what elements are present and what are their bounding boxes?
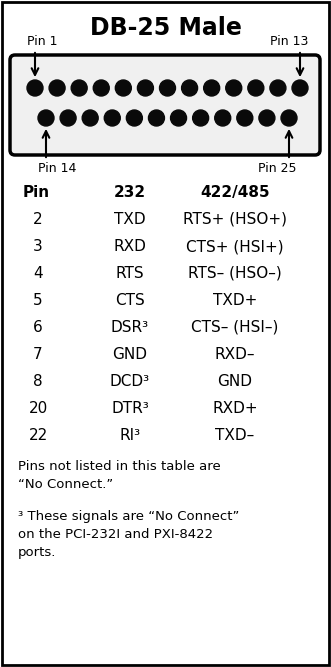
Circle shape <box>137 80 153 96</box>
Text: CTS– (HSI–): CTS– (HSI–) <box>191 320 279 335</box>
Text: 6: 6 <box>33 320 43 335</box>
Text: 22: 22 <box>28 428 48 443</box>
Circle shape <box>204 80 220 96</box>
Text: DB-25 Male: DB-25 Male <box>90 16 241 40</box>
Text: 8: 8 <box>33 374 43 389</box>
Text: RXD+: RXD+ <box>212 401 258 416</box>
Text: CTS+ (HSI+): CTS+ (HSI+) <box>186 239 284 254</box>
Circle shape <box>182 80 198 96</box>
Text: DTR³: DTR³ <box>111 401 149 416</box>
Text: RI³: RI³ <box>119 428 141 443</box>
Text: DCD³: DCD³ <box>110 374 150 389</box>
Circle shape <box>71 80 87 96</box>
Text: 3: 3 <box>33 239 43 254</box>
Text: 20: 20 <box>28 401 48 416</box>
Circle shape <box>149 110 165 126</box>
Circle shape <box>237 110 253 126</box>
Circle shape <box>226 80 242 96</box>
Text: ³ These signals are “No Connect”
on the PCI-232I and PXI-8422
ports.: ³ These signals are “No Connect” on the … <box>18 510 239 559</box>
Text: RTS– (HSO–): RTS– (HSO–) <box>188 266 282 281</box>
Text: GND: GND <box>113 347 148 362</box>
Text: Pins not listed in this table are
“No Connect.”: Pins not listed in this table are “No Co… <box>18 460 221 491</box>
Circle shape <box>215 110 231 126</box>
Text: DSR³: DSR³ <box>111 320 149 335</box>
Text: RXD–: RXD– <box>215 347 255 362</box>
Text: 232: 232 <box>114 185 146 200</box>
Text: RTS+ (HSO+): RTS+ (HSO+) <box>183 212 287 227</box>
Text: GND: GND <box>217 374 253 389</box>
Circle shape <box>281 110 297 126</box>
Text: 422/485: 422/485 <box>200 185 270 200</box>
Circle shape <box>49 80 65 96</box>
Circle shape <box>126 110 142 126</box>
Circle shape <box>193 110 209 126</box>
Text: Pin 25: Pin 25 <box>259 162 297 175</box>
Text: Pin: Pin <box>23 185 50 200</box>
Circle shape <box>115 80 131 96</box>
Text: 5: 5 <box>33 293 43 308</box>
Circle shape <box>248 80 264 96</box>
Circle shape <box>82 110 98 126</box>
Text: TXD–: TXD– <box>215 428 255 443</box>
Circle shape <box>259 110 275 126</box>
Text: CTS: CTS <box>115 293 145 308</box>
Circle shape <box>27 80 43 96</box>
Circle shape <box>104 110 120 126</box>
Text: Pin 13: Pin 13 <box>270 35 308 48</box>
FancyBboxPatch shape <box>10 55 320 155</box>
Circle shape <box>160 80 175 96</box>
Text: RTS: RTS <box>116 266 144 281</box>
Circle shape <box>292 80 308 96</box>
Circle shape <box>60 110 76 126</box>
Circle shape <box>93 80 109 96</box>
Text: Pin 14: Pin 14 <box>38 162 76 175</box>
Circle shape <box>38 110 54 126</box>
Text: 7: 7 <box>33 347 43 362</box>
Text: Pin 1: Pin 1 <box>27 35 58 48</box>
Text: TXD+: TXD+ <box>213 293 257 308</box>
Circle shape <box>170 110 187 126</box>
Text: RXD: RXD <box>114 239 146 254</box>
Text: 2: 2 <box>33 212 43 227</box>
Text: TXD: TXD <box>114 212 146 227</box>
Text: 4: 4 <box>33 266 43 281</box>
Circle shape <box>270 80 286 96</box>
